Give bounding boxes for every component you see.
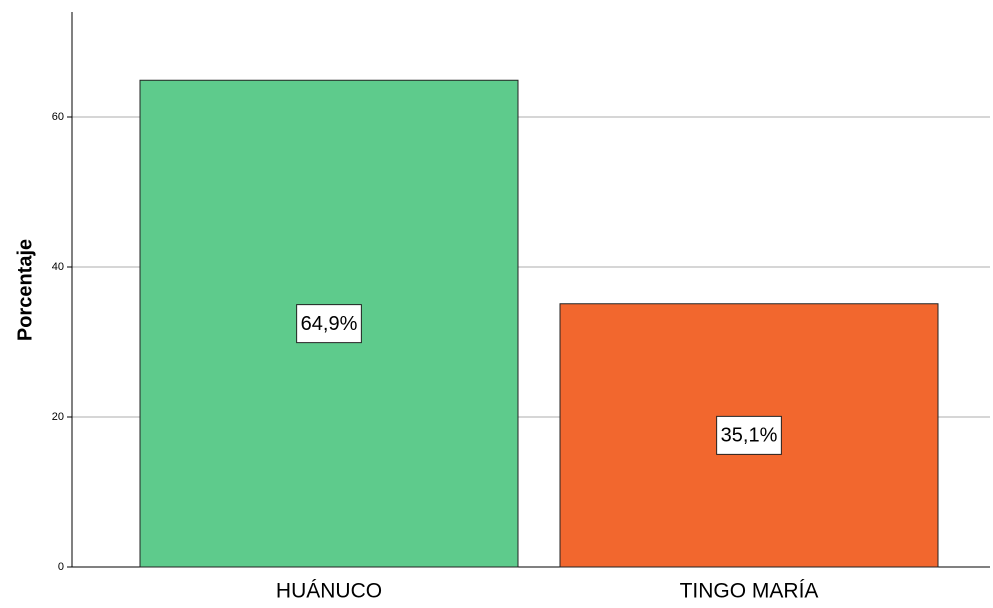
bar — [139, 79, 519, 568]
value-label-box — [296, 304, 362, 344]
y-axis-label: Porcentaje — [14, 239, 36, 341]
y-tick-label: 0 — [58, 561, 64, 573]
value-label-box — [716, 415, 782, 455]
x-tick-label: TINGO MARÍA — [680, 580, 819, 603]
value-label: 35,1% — [721, 425, 778, 447]
y-tick-label: 20 — [52, 411, 64, 423]
y-tick-label: 40 — [52, 261, 64, 273]
x-tick-label: HUÁNUCO — [276, 580, 382, 603]
value-label: 64,9% — [301, 313, 358, 335]
y-tick-label: 60 — [52, 111, 64, 123]
